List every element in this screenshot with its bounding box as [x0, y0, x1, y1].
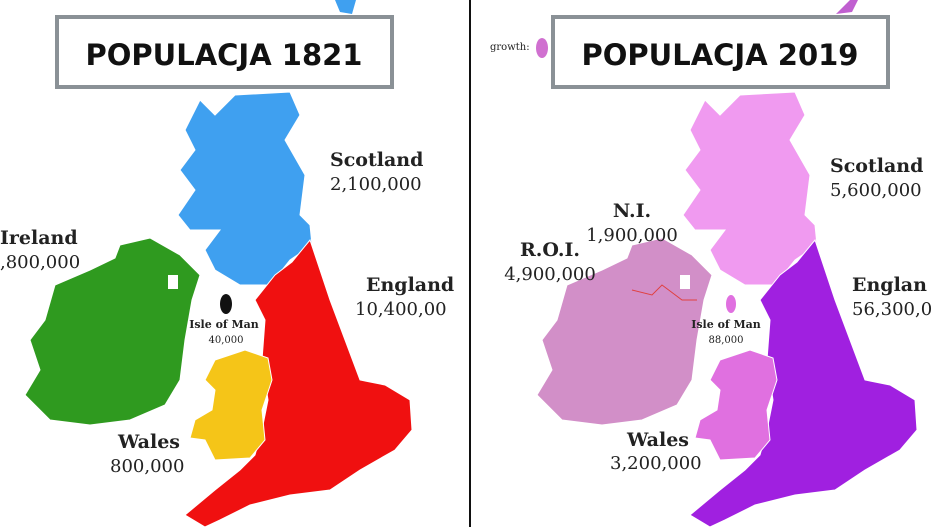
region-label: Scotland [330, 149, 423, 171]
scotland-shape [682, 91, 818, 286]
gb-group [682, 91, 918, 527]
region-population: 56,300,0 [852, 299, 932, 320]
isle-of-man-shape [220, 294, 232, 314]
region-population: 40,000 [209, 335, 244, 346]
region-label: Wales [626, 429, 689, 451]
region-population: ,800,000 [0, 252, 80, 273]
region-label: R.O.I. [520, 239, 580, 261]
panel-title: POPULACJA 1821 [86, 38, 363, 72]
region-population: 800,000 [110, 456, 184, 477]
legend-swatch [536, 38, 548, 58]
region-population: 2,100,000 [330, 174, 422, 195]
region-population: 3,200,000 [610, 453, 702, 474]
isle-of-man-shape [726, 295, 736, 313]
scotland-shape [177, 91, 313, 286]
map-1821: POPULACJA 1821 Scotland 2,100,000 Englan… [0, 0, 454, 527]
region-label: Isle of Man [189, 318, 259, 331]
panel-title: POPULACJA 2019 [582, 38, 859, 72]
region-label: Isle of Man [691, 318, 761, 331]
region-label: Ireland [0, 227, 78, 249]
border [631, 284, 697, 301]
region-label: N.I. [613, 200, 651, 222]
map-2019: growth: POPULACJA 2019 Scotland 5,600,00… [490, 0, 932, 527]
lough [168, 275, 178, 289]
region-population: 4,900,000 [504, 264, 596, 285]
legend-label: growth: [490, 42, 530, 53]
region-label: Wales [117, 431, 180, 453]
wales-shape [189, 349, 273, 461]
wales-shape [694, 349, 778, 461]
shetland-shape [836, 0, 858, 14]
region-population: 10,400,00 [355, 299, 447, 320]
region-label: England [366, 274, 454, 296]
region-label: Scotland [830, 155, 923, 177]
region-population: 88,000 [709, 335, 744, 346]
region-population: 1,900,000 [586, 225, 678, 246]
title-box [551, 15, 890, 89]
region-label: Englan [852, 274, 927, 296]
lough [680, 275, 690, 289]
shetland-shape [335, 0, 356, 14]
ireland-group [536, 237, 713, 426]
title-box [55, 15, 394, 89]
region-population: 5,600,000 [830, 180, 922, 201]
